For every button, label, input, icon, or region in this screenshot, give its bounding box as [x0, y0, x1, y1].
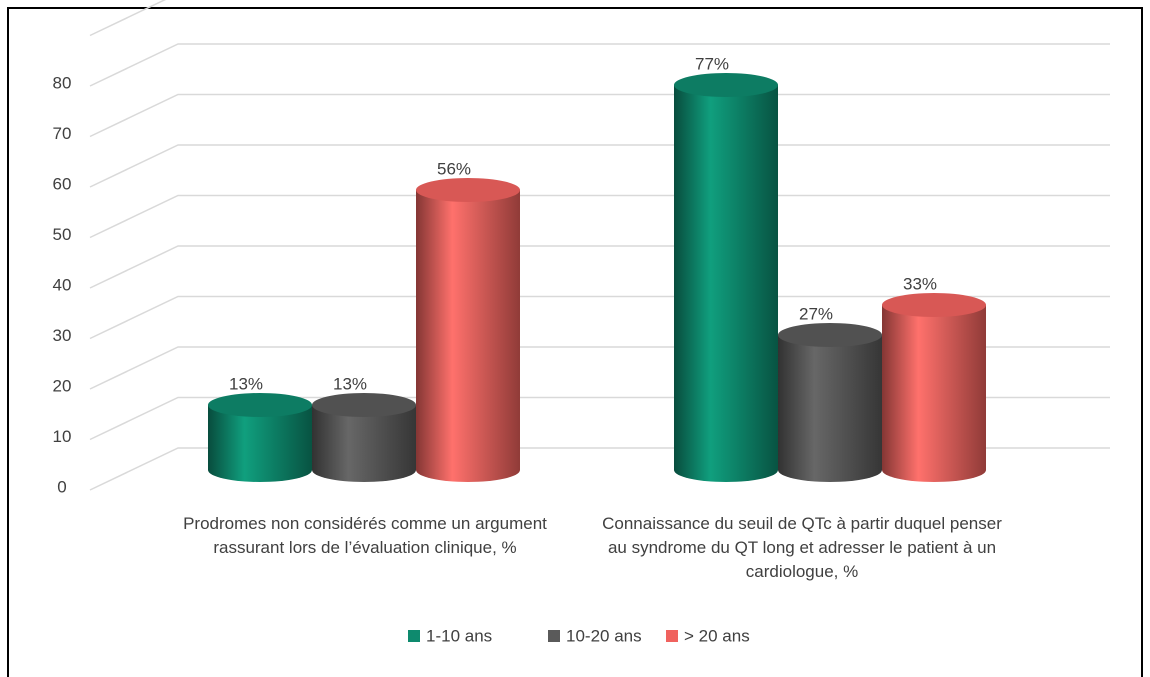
- grid-line: [89, 194, 1110, 239]
- y-tick-label: 30: [53, 326, 72, 345]
- grid-line: [89, 93, 1110, 138]
- grid-line: [89, 295, 1110, 340]
- data-label: 27%: [799, 304, 833, 323]
- cylinder-top: [312, 393, 416, 417]
- grid-line: [89, 43, 1110, 87]
- y-tick-label: 50: [53, 225, 72, 244]
- legend-label: > 20 ans: [684, 626, 750, 645]
- cylinder-top: [778, 323, 882, 347]
- legend-swatch: [666, 630, 678, 642]
- grid-line: [89, 144, 1110, 188]
- cylinder-top: [674, 73, 778, 97]
- y-tick-label: 0: [57, 477, 66, 496]
- frame: [7, 7, 1143, 677]
- cylinder-top: [416, 178, 520, 202]
- legend-swatch: [408, 630, 420, 642]
- cylinder-top: [208, 393, 312, 417]
- y-tick-label: 70: [53, 124, 72, 143]
- y-tick-label: 20: [53, 376, 72, 395]
- bar: [882, 305, 986, 470]
- y-tick-label: 60: [53, 174, 72, 193]
- legend-label: 1-10 ans: [426, 626, 492, 645]
- grid-line: [89, 245, 1110, 289]
- y-tick-label: 10: [53, 427, 72, 446]
- wall-edge: [89, 0, 167, 37]
- y-tick-label: 80: [53, 73, 72, 92]
- cylinder-top: [882, 293, 986, 317]
- data-label: 56%: [437, 159, 471, 178]
- legend-label: 10-20 ans: [566, 626, 642, 645]
- x-tick-label: Connaissance du seuil de QTc à partir du…: [602, 514, 1002, 581]
- bar: [416, 190, 520, 470]
- data-label: 33%: [903, 274, 937, 293]
- data-label: 13%: [229, 374, 263, 393]
- x-tick-label: Prodromes non considérés comme un argume…: [183, 514, 547, 557]
- data-label: 77%: [695, 54, 729, 73]
- bar: [778, 335, 882, 470]
- y-tick-label: 40: [53, 275, 72, 294]
- data-label: 13%: [333, 374, 367, 393]
- legend-swatch: [548, 630, 560, 642]
- bar: [674, 85, 778, 470]
